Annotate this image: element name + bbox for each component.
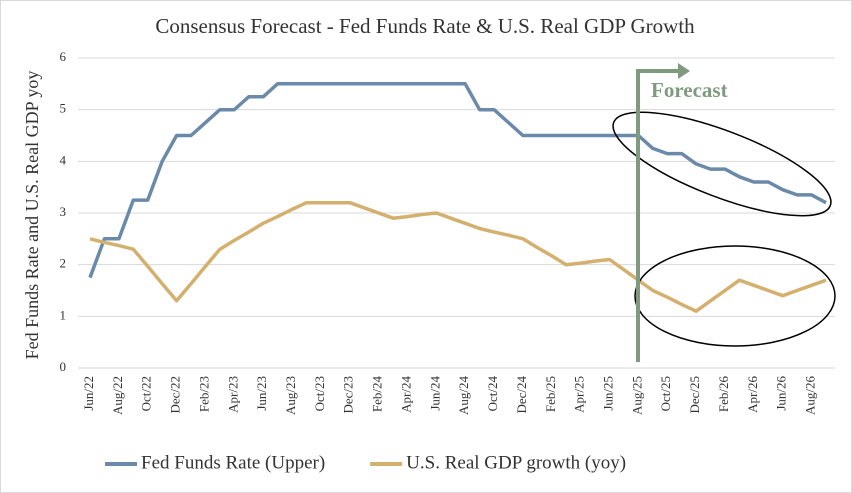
x-tick-label: Apr/23: [225, 376, 240, 413]
x-tick-label: Dec/23: [341, 376, 356, 414]
series-line: [88, 82, 827, 279]
x-tick-label: Feb/23: [196, 376, 211, 412]
x-tick-label: Apr/25: [572, 376, 587, 413]
y-tick-label: 6: [60, 49, 67, 64]
y-tick-label: 4: [60, 152, 67, 167]
x-tick-label: Aug/22: [110, 376, 125, 415]
series-line: [89, 200, 827, 313]
forecast-marker: [636, 69, 680, 362]
x-tick-label: Dec/24: [514, 376, 529, 414]
x-tick-label: Oct/23: [312, 376, 327, 411]
x-tick-label: Aug/25: [629, 376, 644, 415]
x-tick-label: Jun/26: [774, 376, 789, 411]
x-tick-label: Apr/24: [398, 376, 413, 413]
x-tick-label: Dec/22: [168, 376, 183, 414]
x-tick-label: Dec/25: [687, 376, 702, 414]
x-tick-label: Oct/22: [139, 376, 154, 411]
x-tick-label: Aug/26: [803, 376, 818, 416]
x-tick-label: Feb/25: [543, 376, 558, 412]
highlight-ellipse: [612, 111, 832, 217]
x-tick-label: Aug/24: [456, 376, 471, 416]
highlight-ellipse: [634, 245, 836, 347]
x-tick-label: Apr/26: [745, 376, 760, 413]
x-tick-label: Oct/24: [485, 376, 500, 412]
y-tick-label: 5: [60, 101, 67, 116]
plot-area: 0 1 2 3 4 5 6 Jun/22 Aug/22 Oct/22 Dec/22 Feb/23 Apr…: [60, 49, 835, 416]
y-tick-label: 2: [60, 256, 67, 271]
x-tick-label: Aug/23: [283, 376, 298, 415]
y-tick-label: 0: [60, 359, 67, 374]
forecast-label: Forecast: [651, 78, 728, 102]
x-tick-label: Jun/24: [427, 376, 442, 411]
y-axis-label: Fed Funds Rate and U.S. Real GDP yoy: [22, 71, 42, 360]
x-tick-label: Feb/26: [716, 376, 731, 413]
x-tick-label: Feb/24: [370, 376, 385, 413]
legend-label: Fed Funds Rate (Upper): [141, 452, 325, 473]
x-tick-label: Jun/23: [254, 376, 269, 411]
x-tick-label: Jun/25: [601, 376, 616, 411]
x-tick-label: Jun/22: [81, 376, 96, 411]
legend-label: U.S. Real GDP growth (yoy): [406, 452, 626, 473]
x-tick-label: Oct/25: [658, 376, 673, 411]
chart-title: Consensus Forecast - Fed Funds Rate & U.…: [155, 14, 695, 38]
forecast-arrow: [678, 63, 690, 79]
y-tick-label: 1: [60, 307, 67, 322]
y-tick-label: 3: [60, 204, 67, 219]
